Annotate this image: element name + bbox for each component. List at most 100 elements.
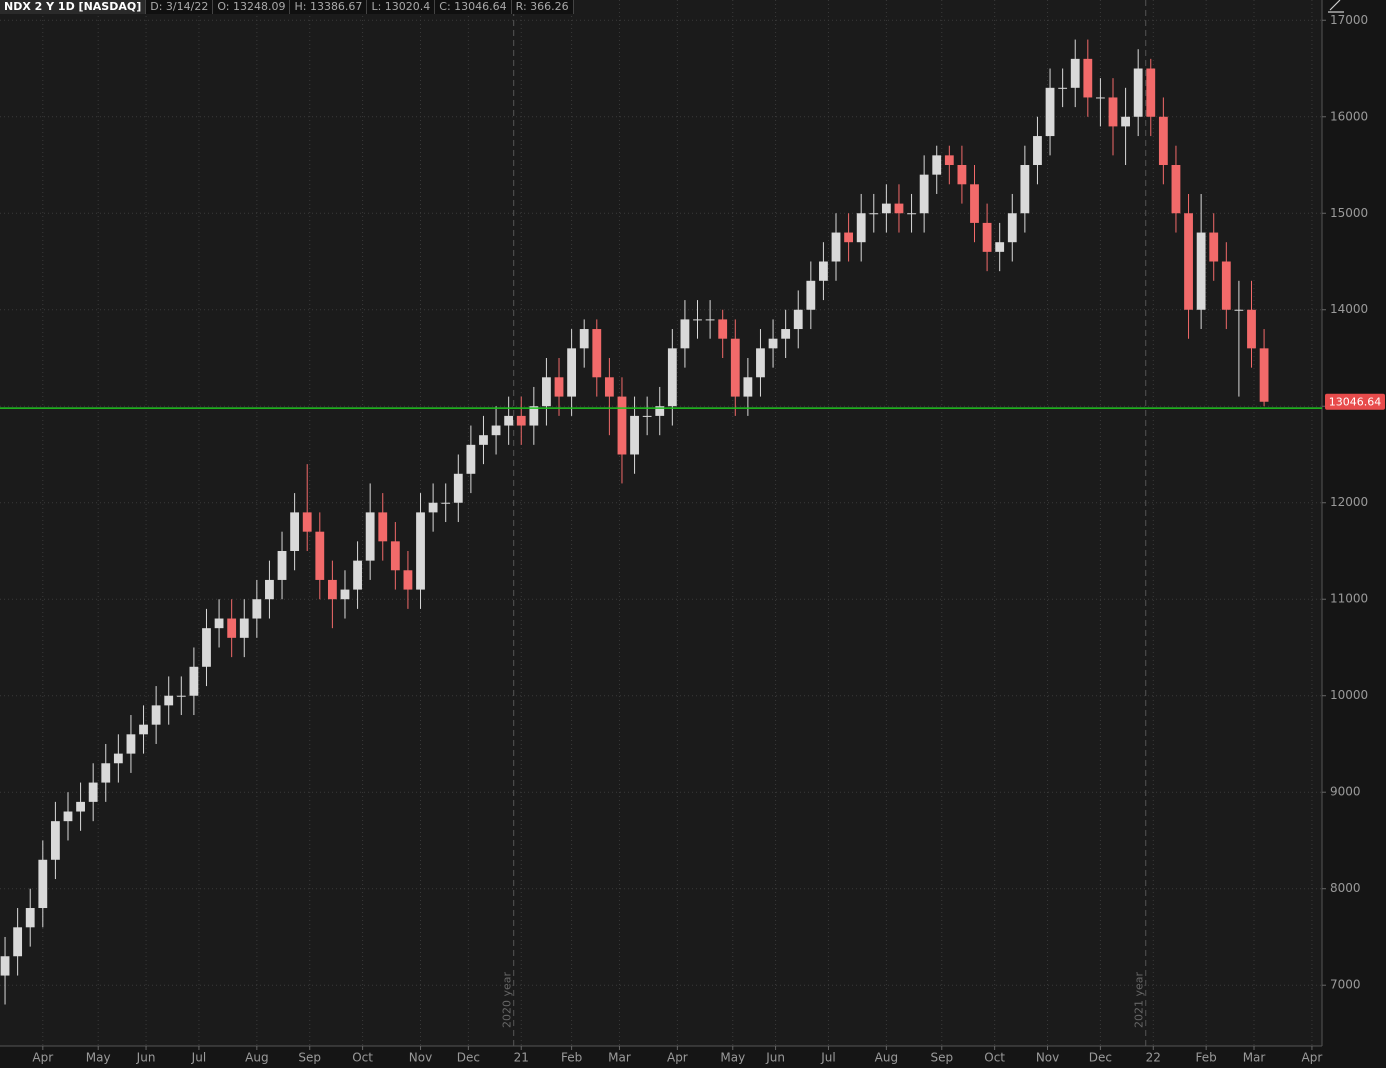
candle-body	[693, 319, 702, 321]
candle-body	[265, 579, 274, 600]
last-price-label: 13046.64	[1329, 396, 1382, 409]
candle-body	[50, 821, 60, 860]
candle-body	[630, 415, 639, 455]
y-tick-label: 17000	[1330, 13, 1368, 27]
x-tick-label: Jul	[820, 1051, 835, 1065]
plot-area	[0, 0, 1322, 1046]
candle-body	[302, 512, 312, 532]
candle-body	[944, 155, 954, 166]
drawing-tool-icon[interactable]	[1328, 0, 1344, 13]
x-tick-label: 22	[1146, 1051, 1161, 1065]
candle-body	[831, 232, 841, 262]
header-item: C: 13046.64	[435, 0, 512, 14]
x-tick-label: Nov	[1036, 1051, 1059, 1065]
candle-body	[441, 502, 451, 504]
y-tick-label: 11000	[1330, 592, 1368, 606]
candle-body	[554, 377, 564, 397]
y-tick-label: 10000	[1330, 688, 1368, 702]
x-tick-label: Apr	[667, 1051, 688, 1065]
candle-body	[327, 579, 337, 600]
candle-body	[189, 666, 199, 696]
candle-body	[1020, 165, 1030, 214]
candle-body	[416, 512, 425, 590]
candle-body	[756, 348, 765, 378]
candle-body	[277, 550, 287, 580]
candle-body	[113, 753, 123, 764]
x-tick-label: Dec	[1089, 1051, 1112, 1065]
price-axis	[1322, 0, 1386, 1068]
candle-body	[982, 222, 992, 252]
candle-body	[378, 512, 388, 542]
candle-body	[151, 705, 161, 725]
x-tick-label: 21	[514, 1051, 529, 1065]
candle-body	[1108, 97, 1118, 127]
candle-body	[63, 811, 73, 822]
candle-body	[642, 415, 652, 417]
candle-body	[579, 329, 589, 349]
candle-body	[781, 329, 791, 339]
x-tick-label: Feb	[1196, 1051, 1217, 1065]
header-item: R: 366.26	[511, 0, 574, 14]
candle-body	[869, 213, 879, 215]
candle-body	[101, 763, 111, 783]
x-tick-label: Oct	[984, 1051, 1005, 1065]
candle-body	[1133, 68, 1143, 117]
candle-body	[176, 695, 186, 697]
y-tick-label: 12000	[1330, 495, 1368, 509]
candle-body	[202, 628, 211, 667]
candle-body	[907, 213, 916, 215]
candle-body	[25, 908, 35, 928]
x-tick-label: Jul	[191, 1051, 206, 1065]
candle-body	[504, 415, 514, 426]
candle-body	[1184, 213, 1193, 310]
candle-body	[390, 541, 400, 571]
x-tick-label: Mar	[608, 1051, 631, 1065]
time-axis	[0, 1046, 1322, 1068]
candle-body	[315, 531, 325, 580]
y-tick-label: 16000	[1330, 109, 1368, 123]
y-tick-label: 7000	[1330, 978, 1361, 992]
candle-body	[844, 232, 854, 243]
candle-body	[214, 618, 224, 629]
candle-body	[290, 512, 300, 551]
y-tick-label: 14000	[1330, 302, 1368, 316]
candle-body	[1070, 58, 1080, 88]
candle-body	[403, 570, 413, 590]
candle-body	[1259, 348, 1269, 402]
x-tick-label: May	[86, 1051, 111, 1065]
candle-body	[453, 473, 463, 503]
header-item: L: 13020.4	[367, 0, 436, 14]
candle-body	[1146, 68, 1156, 117]
candle-body	[0, 956, 10, 976]
candle-body	[88, 782, 98, 802]
x-tick-label: May	[720, 1051, 745, 1065]
candle-body	[1121, 116, 1130, 127]
candle-body	[957, 165, 967, 185]
candle-body	[730, 338, 740, 397]
candle-body	[743, 377, 753, 397]
x-tick-label: Apr	[32, 1051, 53, 1065]
x-tick-label: Jun	[765, 1051, 785, 1065]
x-tick-label: Sep	[930, 1051, 953, 1065]
last-price-badge	[1325, 393, 1385, 410]
candle-body	[479, 435, 488, 445]
candle-body	[970, 184, 979, 223]
candle-body	[592, 329, 602, 378]
candle-body	[881, 203, 891, 214]
candle-body	[1247, 309, 1256, 349]
candle-body	[793, 309, 803, 330]
candle-body	[1209, 232, 1219, 262]
x-tick-label: Aug	[245, 1051, 268, 1065]
candle-body	[1196, 232, 1206, 310]
candle-body	[516, 415, 526, 426]
year-label: 2020 year	[501, 971, 514, 1028]
candle-body	[819, 261, 828, 281]
x-tick-label: Feb	[561, 1051, 582, 1065]
header-item: O: 13248.09	[213, 0, 291, 14]
candle-body	[1007, 213, 1017, 243]
candle-body	[617, 396, 627, 455]
x-tick-label: Dec	[457, 1051, 480, 1065]
candle-body	[491, 425, 501, 436]
